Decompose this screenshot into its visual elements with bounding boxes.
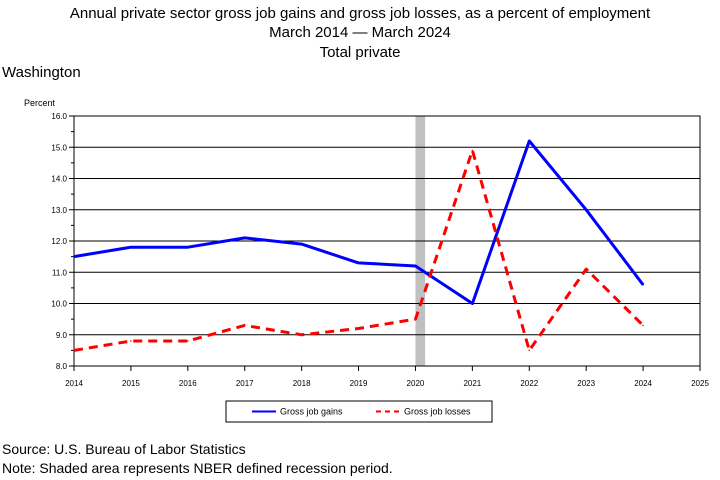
legend-box — [225, 400, 493, 423]
x-tick-label: 2018 — [293, 379, 311, 388]
data-point — [243, 324, 246, 327]
data-point — [642, 324, 644, 327]
data-point — [414, 265, 417, 267]
x-tick-label: 2022 — [520, 379, 538, 388]
y-tick-label: 13.0 — [51, 206, 67, 215]
data-point — [243, 237, 246, 239]
data-point — [73, 349, 75, 352]
x-tick-label: 2017 — [236, 379, 254, 388]
data-point — [130, 246, 132, 249]
x-tick-label: 2025 — [691, 379, 709, 388]
data-point — [642, 283, 644, 286]
chart-title: Annual private sector gross job gains an… — [69, 5, 651, 22]
legend-entry: Gross job losses — [404, 407, 471, 417]
x-tick-label: 2020 — [407, 379, 425, 388]
x-tick-label: 2019 — [350, 379, 368, 388]
chart-subtitle-dates: March 2014 — March 2024 — [269, 24, 451, 41]
line-chart: 8.0 9.0 10.0 11.0 12.0 13.0 14.0 15.0 16.0 2014 20… — [51, 112, 709, 423]
series-line-gross-job-losses — [73, 148, 645, 352]
data-point — [471, 302, 474, 305]
y-tick-label: 10.0 — [51, 300, 67, 309]
y-tick-label: 16.0 — [51, 112, 67, 121]
x-tick-label: 2014 — [65, 379, 83, 388]
data-point — [414, 318, 417, 320]
y-tick-label: 9.0 — [56, 331, 68, 340]
data-point — [73, 255, 75, 258]
data-point — [187, 340, 189, 342]
legend: Gross job gains Gross job losses — [225, 400, 493, 423]
data-point — [585, 208, 587, 211]
x-tick-label: 2015 — [122, 379, 140, 388]
data-point — [357, 262, 360, 264]
region-label: Washington — [2, 64, 81, 81]
data-point — [528, 349, 531, 352]
source-note: Source: U.S. Bureau of Labor Statistics — [2, 441, 246, 457]
y-tick-label: 12.0 — [51, 237, 67, 246]
x-tick-label: 2023 — [577, 379, 595, 388]
legend-entry: Gross job gains — [280, 407, 343, 417]
x-tick-label: 2016 — [179, 379, 197, 388]
chart-subtitle-category: Total private — [319, 44, 401, 61]
data-point — [585, 268, 587, 270]
series-line-gross-job-gains — [73, 139, 645, 305]
y-axis-label: Percent — [24, 98, 56, 108]
data-point — [300, 333, 303, 336]
y-tick-label: 8.0 — [56, 362, 68, 371]
y-tick-label: 14.0 — [51, 175, 67, 184]
recession-note: Note: Shaded area represents NBER define… — [2, 460, 393, 476]
x-tick-label: 2021 — [463, 379, 481, 388]
data-point — [130, 340, 132, 342]
data-point — [187, 246, 189, 249]
data-point — [471, 149, 474, 152]
y-tick-label: 15.0 — [51, 143, 67, 152]
y-tick-label: 11.0 — [52, 268, 68, 277]
data-point — [528, 140, 531, 142]
plot-frame — [73, 115, 701, 367]
x-tick-label: 2024 — [634, 379, 652, 388]
data-point — [357, 327, 360, 330]
data-point — [300, 243, 303, 245]
